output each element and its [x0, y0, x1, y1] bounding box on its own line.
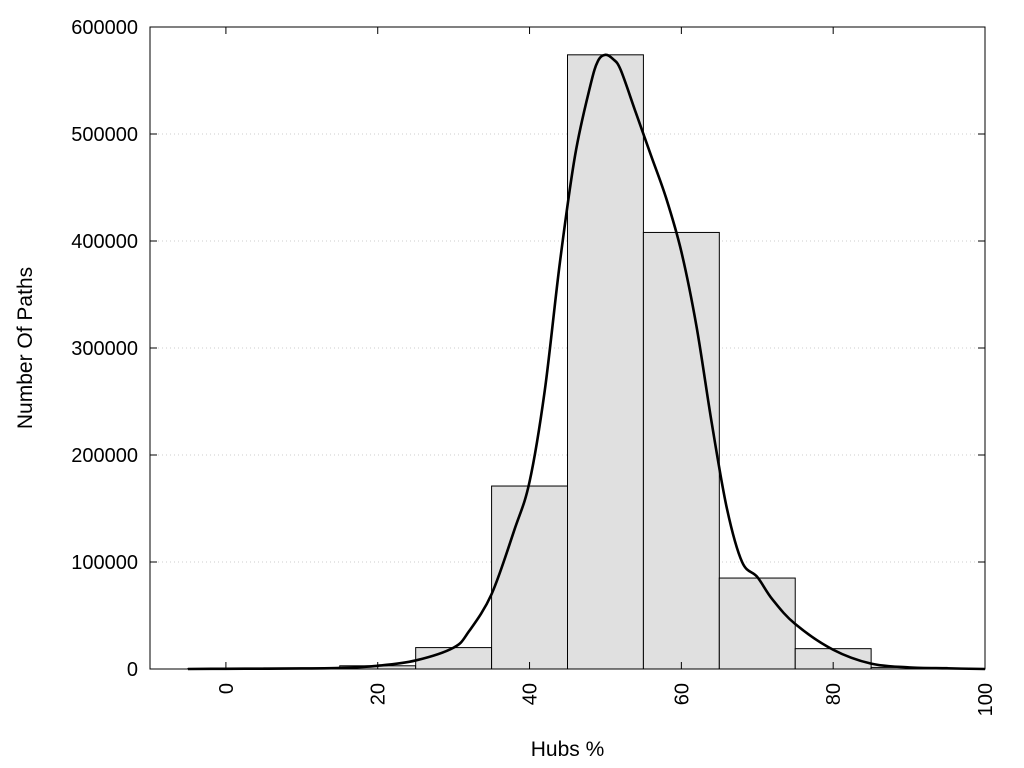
histogram-bar	[491, 485, 568, 670]
y-tick-label: 100000	[71, 552, 138, 574]
y-tick-label: 0	[127, 659, 138, 681]
histogram-bar	[718, 577, 796, 670]
y-tick-label: 600000	[71, 17, 138, 39]
y-axis-label: Number Of Paths	[14, 267, 37, 429]
x-tick-label: 20	[368, 683, 390, 705]
histogram-bars	[187, 54, 948, 670]
axis-ticks: 0 100000 200000 300000 400000 500000 600000 0 20…	[71, 17, 997, 716]
x-tick-label: 40	[520, 683, 542, 705]
histogram-bar	[567, 54, 644, 670]
density-curve	[187, 53, 986, 671]
y-tick-label: 400000	[71, 231, 138, 253]
x-axis-label: Hubs %	[531, 738, 605, 761]
x-tick-label: 0	[216, 683, 238, 694]
density-curve-layer	[187, 53, 986, 671]
x-tick-label: 60	[671, 683, 693, 705]
x-tick-label: 100	[975, 683, 997, 716]
y-tick-label: 500000	[71, 124, 138, 146]
histogram-bar	[642, 231, 720, 670]
x-tick-label: 80	[823, 683, 845, 705]
y-tick-label: 200000	[71, 445, 138, 467]
y-tick-label: 300000	[71, 338, 138, 360]
